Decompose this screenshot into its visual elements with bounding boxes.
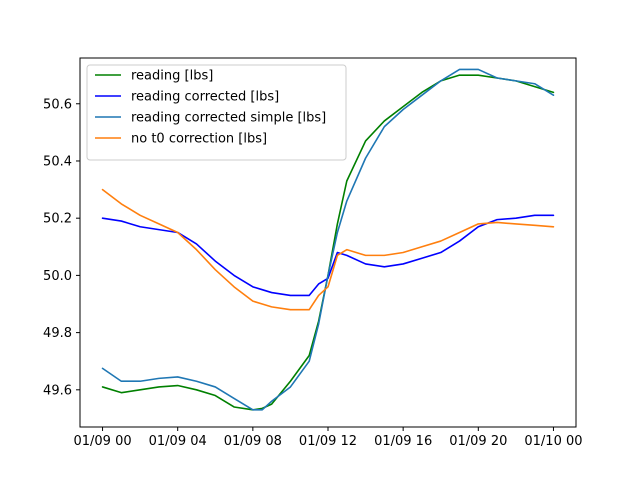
series-line-1 — [101, 214, 555, 297]
y-tick-label: 50.4 — [43, 154, 72, 169]
x-axis: 01/09 00 01/09 04 01/09 08 01/09 12 01/09 16… — [73, 427, 583, 449]
x-tick-label: 01/09 12 — [299, 434, 357, 449]
legend-label-1: reading corrected [lbs] — [131, 90, 279, 105]
series-line-2 — [101, 68, 555, 411]
x-tick-label: 01/09 16 — [374, 434, 432, 449]
y-tick-label: 50.6 — [43, 97, 72, 112]
series-line-3 — [101, 188, 555, 311]
legend-label-0: reading [lbs] — [131, 69, 213, 84]
x-tick-label: 01/10 00 — [524, 434, 582, 449]
y-tick-label: 50.0 — [43, 269, 72, 284]
y-tick-label: 50.2 — [43, 212, 72, 227]
legend: reading [lbs] reading corrected [lbs] read… — [86, 64, 347, 161]
series-layer — [101, 68, 555, 411]
legend-box — [86, 64, 347, 161]
legend-label-2: reading corrected simple [lbs] — [131, 111, 326, 126]
x-tick-label: 01/09 00 — [73, 434, 131, 449]
y-tick-label: 49.8 — [43, 326, 72, 341]
y-axis: 49.6 49.8 50.0 50.2 50.4 50.6 — [43, 97, 80, 398]
x-tick-label: 01/09 04 — [149, 434, 207, 449]
y-tick-label: 49.6 — [43, 383, 72, 398]
x-tick-label: 01/09 20 — [449, 434, 507, 449]
x-tick-label: 01/09 08 — [224, 434, 282, 449]
legend-label-3: no t0 correction [lbs] — [131, 132, 267, 147]
